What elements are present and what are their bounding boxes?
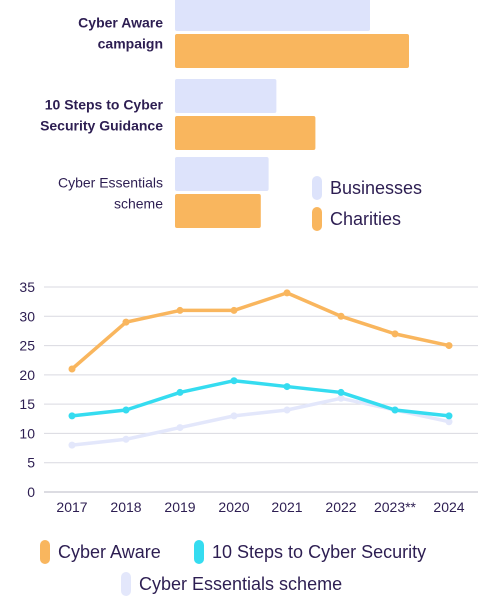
legend-label-ten-steps: 10 Steps to Cyber Security [212,541,427,562]
x-tick-label: 2018 [110,499,141,515]
data-point-cyber-essentials [445,418,453,426]
data-point-cyber-essentials [176,424,184,432]
bar-cyber-aware-charities [175,34,409,68]
line-legend-ten-steps: 10 Steps to Cyber Security [194,540,426,564]
bar-chart: Cyber Aware campaign 10 Steps to Cyber Secu… [40,0,409,228]
businesses-swatch [312,176,322,200]
line-legend-cyber-essentials: Cyber Essentials scheme [121,572,342,596]
data-point-ten-steps [391,406,399,414]
data-point-cyber-essentials [122,435,130,443]
y-tick-label: 15 [19,396,35,412]
data-point-cyber-aware [337,312,345,320]
legend-label-charities: Charities [330,208,402,229]
data-point-cyber-aware [122,318,130,326]
data-point-ten-steps [337,388,345,396]
y-tick-label: 10 [19,425,35,441]
data-point-cyber-aware [68,365,76,373]
x-tick-label: 2021 [271,499,302,515]
data-point-cyber-essentials [230,412,238,420]
data-point-ten-steps [283,383,291,391]
data-point-cyber-aware [283,289,291,297]
data-point-cyber-essentials [283,406,291,414]
data-point-ten-steps [122,406,130,414]
series-line-cyber-aware [70,291,451,371]
legend-label-cyber-essentials: Cyber Essentials scheme [139,573,343,594]
data-point-ten-steps [445,412,453,420]
bar-ten-steps-businesses [175,79,277,113]
y-tick-label: 35 [19,279,35,295]
category-label: campaign [98,36,163,52]
x-tick-label: 2019 [164,499,195,515]
bar-legend-businesses: Businesses [312,176,422,200]
data-point-cyber-aware [445,342,453,350]
category-label: Cyber Essentials [58,175,163,191]
cyber-essentials-swatch [121,572,131,596]
ten-steps-swatch [194,540,204,564]
line-chart: 0 5 10 15 20 25 30 35 2017 2018 2019 2020 2021 2022 20… [19,279,478,515]
x-tick-label: 2017 [56,499,87,515]
data-point-cyber-essentials [337,394,345,402]
data-point-ten-steps [230,377,238,385]
bar-legend-charities: Charities [312,207,401,231]
bar-cyber-essentials-businesses [175,157,269,191]
data-point-ten-steps [176,388,184,396]
data-point-cyber-aware [176,306,184,314]
category-label: Security Guidance [40,118,163,134]
x-tick-label: 2020 [218,499,249,515]
category-label: 10 Steps to Cyber [45,97,164,113]
data-point-cyber-essentials [68,441,76,449]
y-tick-label: 0 [27,484,35,500]
x-tick-label: 2024 [433,499,464,515]
y-tick-label: 25 [19,338,35,354]
legend-label-cyber-aware: Cyber Aware [58,541,161,562]
series-line-ten-steps [70,378,451,418]
line-legend-cyber-aware: Cyber Aware [40,540,161,564]
bar-cyber-essentials-charities [175,194,261,228]
legend-label-businesses: Businesses [330,177,423,198]
cyber-aware-swatch [40,540,50,564]
data-point-cyber-aware [230,306,238,314]
bar-ten-steps-charities [175,116,316,150]
data-point-cyber-aware [391,330,399,338]
y-tick-label: 20 [19,367,35,383]
y-tick-label: 30 [19,308,35,324]
y-tick-label: 5 [27,455,35,471]
data-point-ten-steps [68,412,76,420]
category-label: scheme [114,196,163,212]
category-label: Cyber Aware [78,15,163,31]
charities-swatch [312,207,322,231]
x-tick-label: 2022 [325,499,356,515]
bar-cyber-aware-businesses [175,0,370,31]
x-tick-label: 2023** [374,499,417,515]
